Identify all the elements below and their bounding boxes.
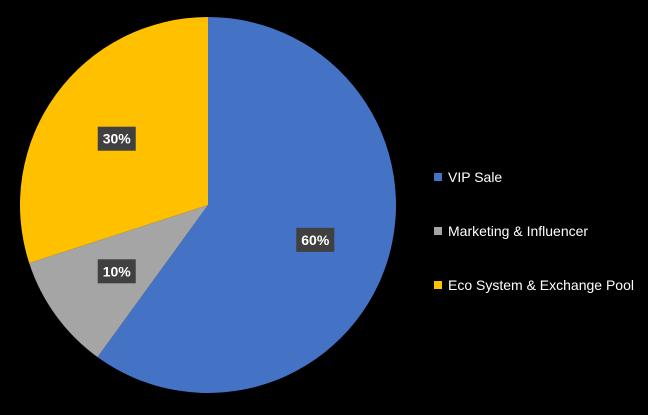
legend-label-eco-system: Eco System & Exchange Pool bbox=[448, 277, 634, 293]
legend: VIP Sale Marketing & Influencer Eco Syst… bbox=[434, 150, 634, 312]
legend-item-marketing: Marketing & Influencer bbox=[434, 204, 634, 258]
data-label-box bbox=[97, 126, 136, 151]
data-label-text: 30% bbox=[103, 131, 132, 147]
legend-item-vip-sale: VIP Sale bbox=[434, 150, 634, 204]
legend-swatch-vip-sale bbox=[434, 173, 442, 181]
legend-swatch-eco-system bbox=[434, 281, 442, 289]
data-label-text: 10% bbox=[103, 263, 132, 279]
data-label-vip-sale: 60% bbox=[296, 227, 335, 252]
legend-label-marketing: Marketing & Influencer bbox=[448, 223, 589, 239]
legend-item-eco-system: Eco System & Exchange Pool bbox=[434, 258, 634, 312]
pie-slice-vip-sale bbox=[97, 17, 397, 393]
data-label-box bbox=[296, 227, 335, 252]
legend-label-vip-sale: VIP Sale bbox=[448, 169, 503, 185]
data-label-marketing-and-influencer: 10% bbox=[97, 259, 136, 284]
data-label-box bbox=[97, 259, 136, 284]
data-label-eco-system-and-exchange-pool: 30% bbox=[97, 126, 136, 151]
data-label-text: 60% bbox=[301, 232, 330, 248]
legend-swatch-marketing bbox=[434, 227, 442, 235]
